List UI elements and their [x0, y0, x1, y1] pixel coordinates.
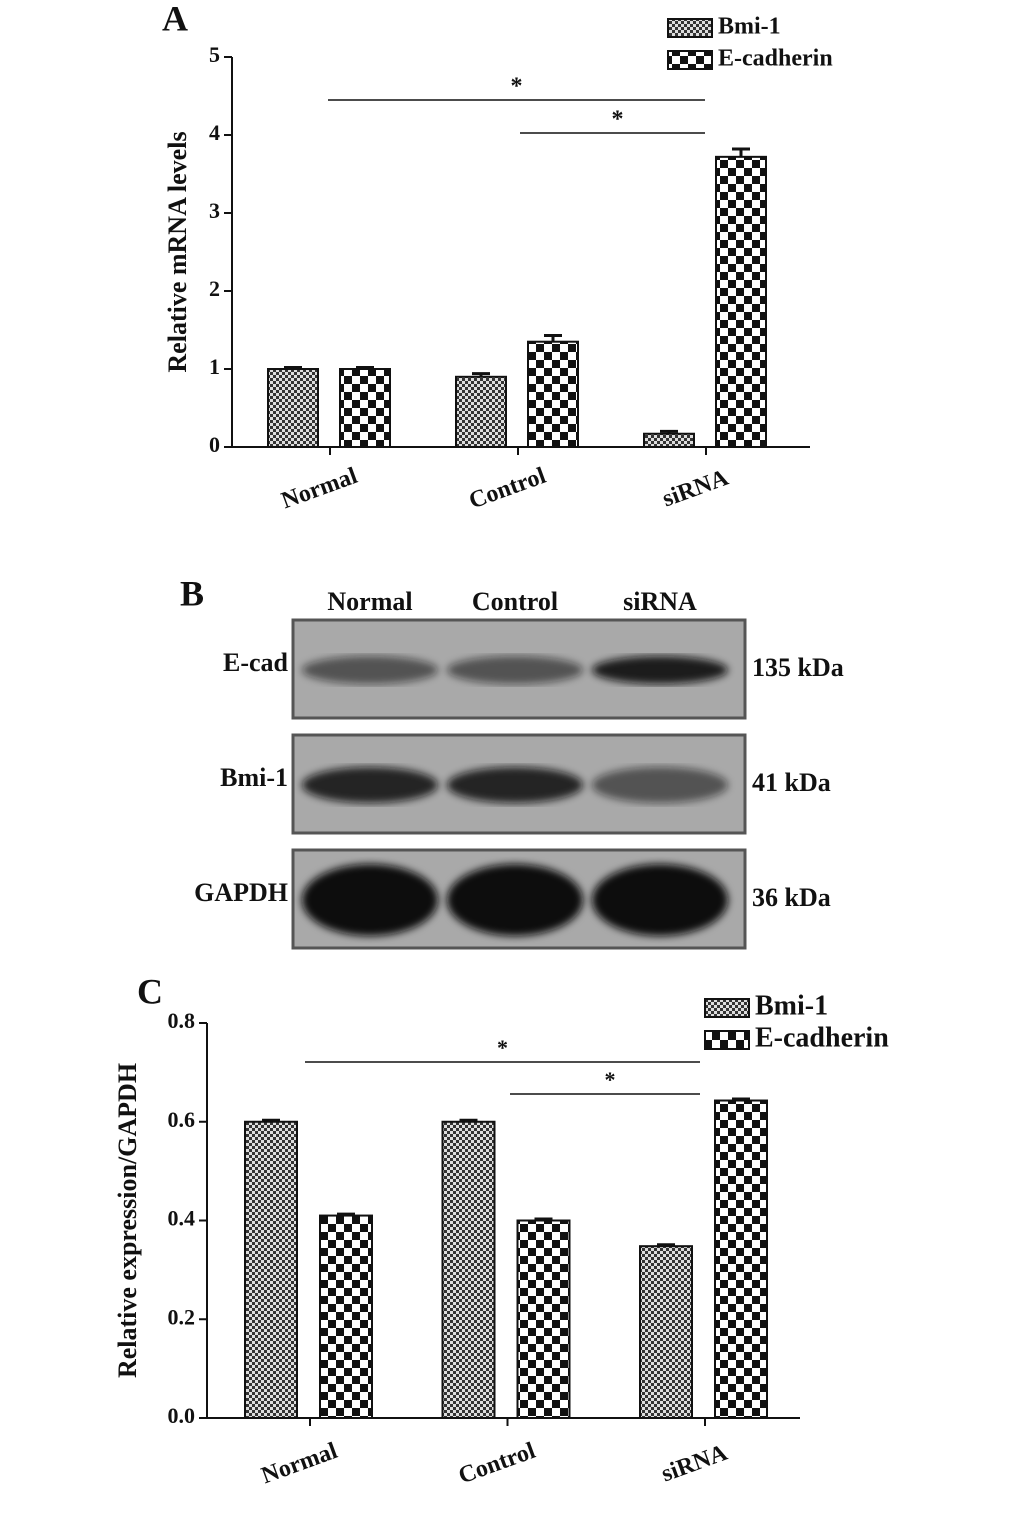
blot-band [302, 767, 438, 803]
error-bar [544, 333, 562, 342]
significance-mark: * [612, 107, 624, 133]
panel-label: B [180, 573, 204, 613]
bar [267, 368, 319, 448]
x-tick-label: siRNA [659, 465, 732, 513]
error-bar [284, 365, 302, 369]
y-tick-label: 5 [209, 42, 220, 67]
blot-band [592, 656, 728, 684]
blot-band [447, 864, 583, 936]
bar [516, 1219, 571, 1419]
blot-band [447, 656, 583, 684]
lane-label: Control [472, 587, 558, 616]
y-tick-label: 0.4 [168, 1206, 196, 1231]
lane-label: siRNA [623, 587, 697, 616]
y-tick-label: 0 [209, 432, 220, 457]
significance-mark: * [605, 1067, 616, 1092]
x-tick-label: Normal [258, 1438, 341, 1489]
panel-label: C [137, 971, 163, 1011]
y-tick-label: 0.2 [168, 1304, 196, 1329]
row-label: E-cad [223, 648, 289, 677]
bar [319, 1214, 373, 1419]
error-bar [657, 1243, 675, 1247]
legend-swatch [704, 1030, 750, 1050]
blot-band [302, 656, 438, 684]
blot-band [592, 864, 728, 936]
size-label: 135 kDa [752, 653, 844, 682]
y-tick-label: 1 [209, 354, 220, 379]
panel-label: A [162, 0, 188, 38]
y-tick-label: 0.8 [168, 1008, 196, 1033]
bar [639, 1245, 693, 1420]
x-tick-label: Normal [278, 463, 361, 514]
bar [244, 1120, 298, 1419]
error-bar [534, 1217, 553, 1221]
error-bar [732, 1097, 750, 1101]
bar [455, 375, 507, 448]
legend-label: E-cadherin [755, 1022, 889, 1053]
y-axis-label: Relative expression/GAPDH [113, 1063, 142, 1378]
lane-label: Normal [327, 587, 412, 616]
legend-label: E-cadherin [718, 46, 833, 72]
error-bar [660, 429, 678, 434]
legend-label: Bmi-1 [718, 14, 781, 40]
size-label: 36 kDa [752, 883, 831, 912]
legend-swatch [667, 18, 713, 38]
bar [643, 432, 695, 448]
x-tick-label: Control [466, 463, 550, 515]
error-bar [732, 147, 750, 157]
blot-band [592, 767, 728, 803]
y-tick-label: 0.0 [168, 1403, 196, 1428]
y-tick-label: 4 [209, 120, 220, 145]
error-bar [356, 365, 374, 369]
x-tick-label: siRNA [658, 1440, 731, 1488]
legend-swatch [704, 998, 750, 1018]
y-tick-label: 3 [209, 198, 220, 223]
blot-band [302, 864, 438, 936]
bar [714, 1099, 768, 1420]
row-label: GAPDH [194, 878, 288, 907]
significance-mark: * [497, 1035, 508, 1060]
size-label: 41 kDa [752, 768, 831, 797]
error-bar [459, 1118, 478, 1122]
y-axis-label: Relative mRNA levels [163, 131, 192, 372]
x-tick-label: Control [455, 1438, 539, 1490]
y-tick-label: 2 [209, 276, 220, 301]
error-bar [262, 1118, 280, 1122]
significance-mark: * [511, 74, 523, 100]
bar [715, 155, 767, 448]
error-bar [337, 1212, 355, 1216]
legend-swatch [667, 50, 713, 70]
y-tick-label: 0.6 [168, 1107, 196, 1132]
legend-label: Bmi-1 [755, 990, 828, 1021]
error-bar [472, 372, 490, 377]
bar [527, 340, 579, 449]
bar [441, 1120, 496, 1419]
row-label: Bmi-1 [220, 763, 288, 792]
blot-band [447, 767, 583, 803]
bar [339, 368, 391, 448]
